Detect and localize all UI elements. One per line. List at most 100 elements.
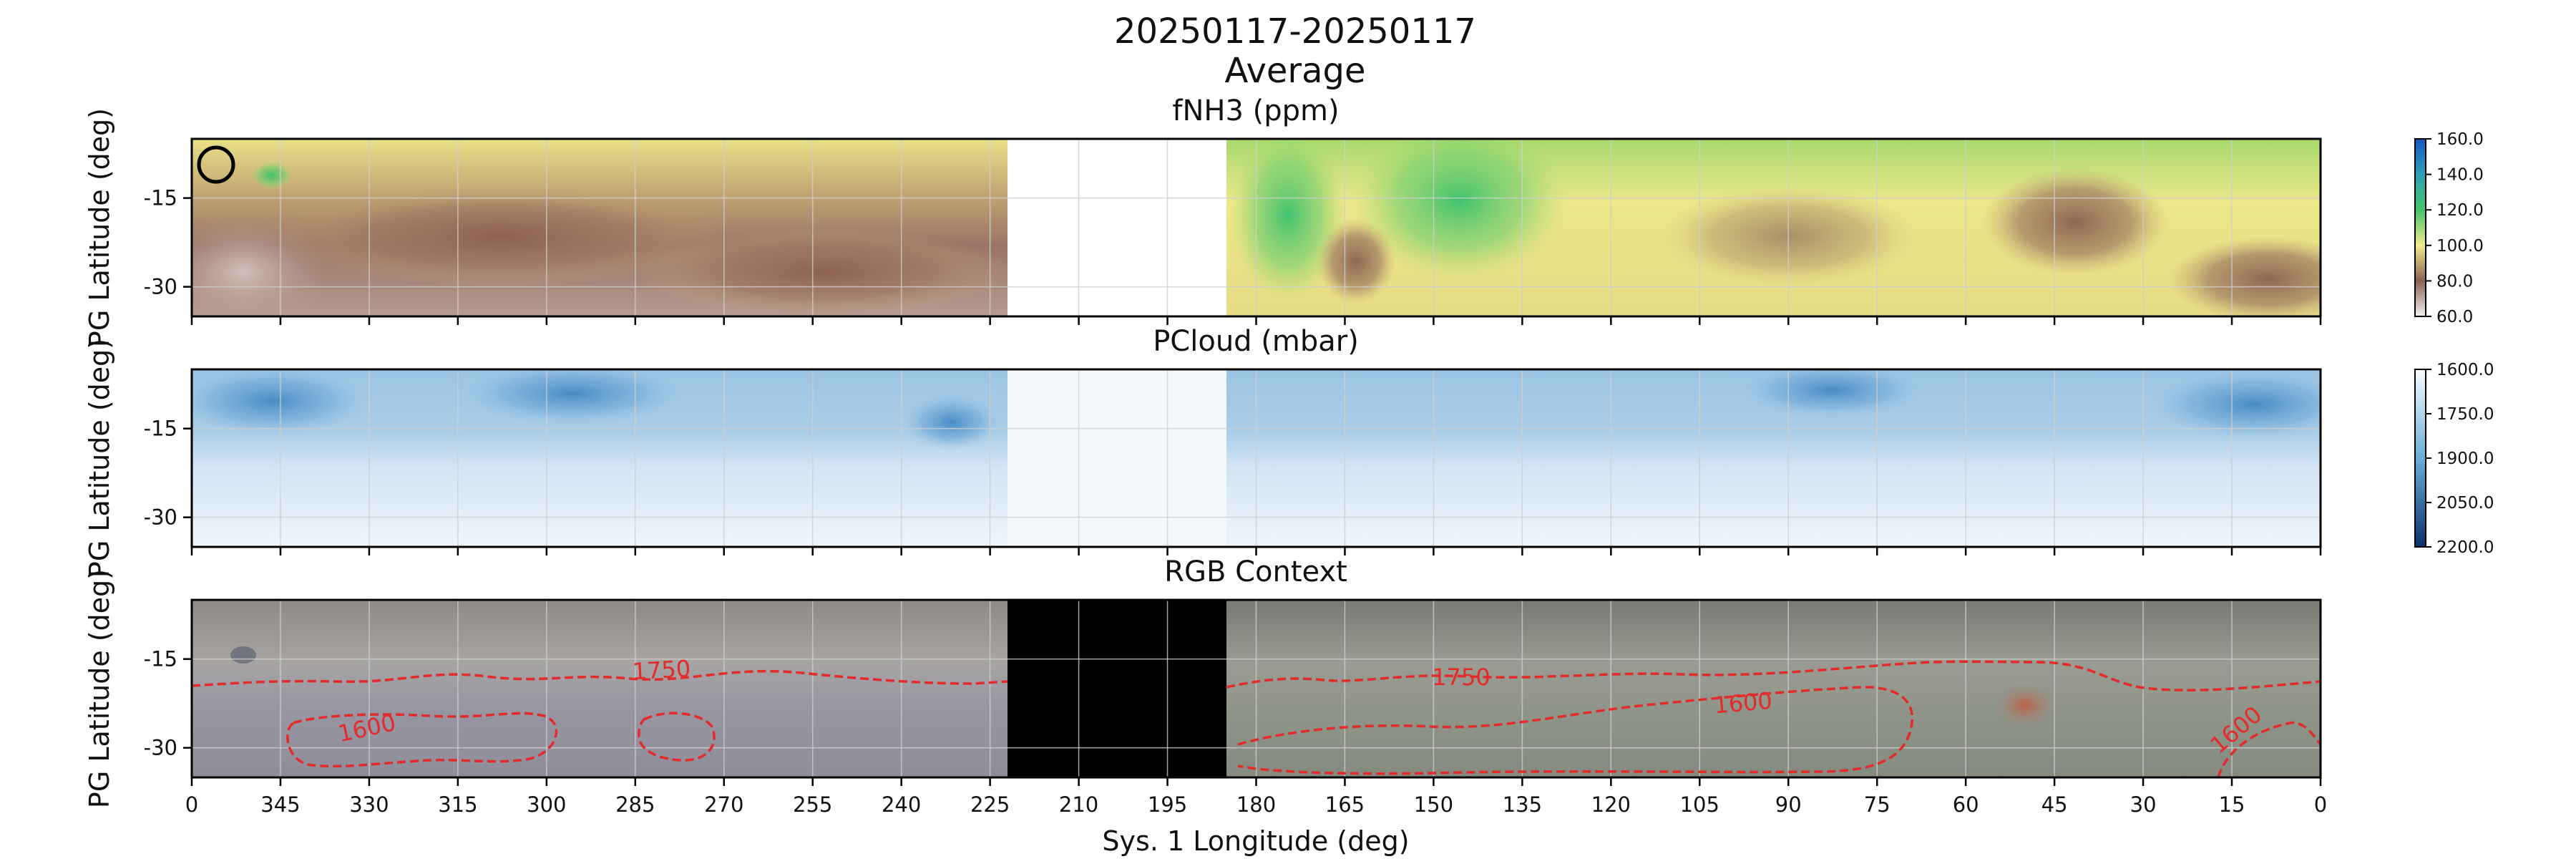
rgb-contours	[192, 660, 2321, 777]
x-tick-label: 165	[1325, 792, 1365, 817]
colorbar-tick-label: 120.0	[2436, 201, 2484, 220]
x-tick-label: 180	[1236, 792, 1276, 817]
colorbar-tick-label: 1900.0	[2436, 450, 2494, 468]
x-tick-label: 45	[2041, 792, 2068, 817]
fnh3-green-region-2	[1231, 139, 1345, 301]
colorbar-tick-label: 2200.0	[2436, 538, 2494, 557]
contour-1750-left	[192, 669, 1008, 687]
panel-title-fnh3: fNH3 (ppm)	[1172, 94, 1339, 127]
colorbar-tick-label: 140.0	[2436, 166, 2484, 185]
x-tick-label: 90	[1775, 792, 1802, 817]
fnh3-brown-oval	[1982, 168, 2168, 276]
y-tick-label: -15	[144, 417, 177, 441]
rgb-red-spot	[1993, 682, 2057, 728]
y-tick-label: -30	[144, 275, 177, 299]
panel-title-pcloud: PCloud (mbar)	[1153, 325, 1359, 358]
rgb-yticks: -15 -30	[144, 647, 192, 760]
fnh3-marker-circle	[197, 145, 235, 184]
x-tick-label: 105	[1680, 792, 1719, 817]
colorbar-pcloud-bar	[2414, 369, 2426, 548]
contour-1600-right	[1237, 686, 1914, 775]
x-tick-label: 60	[1953, 792, 1979, 817]
pcloud-gridlines	[192, 369, 2321, 547]
x-tick-label: 210	[1059, 792, 1098, 817]
x-tick-label: 15	[2219, 792, 2245, 817]
y-tick-label: -15	[144, 186, 177, 210]
x-tick-label: 30	[2130, 792, 2157, 817]
fnh3-brown-band-2	[637, 229, 1009, 315]
contour-1600-left-b	[638, 712, 716, 762]
y-tick-label: -15	[144, 647, 177, 671]
x-tick-label: 270	[704, 792, 743, 817]
x-tick-label: 120	[1591, 792, 1631, 817]
contour-label-1750-right: 1750	[1432, 664, 1490, 691]
x-tick-label: 75	[1864, 792, 1890, 817]
rgb-gridlines	[192, 600, 2321, 777]
fnh3-brown-edge	[2168, 236, 2321, 316]
x-tick-label: 315	[438, 792, 477, 817]
colorbar-pcloud-ticks: 1600.0 1750.0 1900.0 2050.0 2200.0	[2426, 361, 2494, 557]
x-tick-label: 255	[793, 792, 832, 817]
contour-label-1600-right: 1600	[1713, 687, 1773, 719]
colorbar-tick-label: 100.0	[2436, 237, 2484, 256]
fnh3-xticks	[190, 316, 2322, 325]
panel-rgb: RGB Context 1750 1600 1750 1600 1600	[84, 555, 2327, 857]
contour-1750-right	[1226, 660, 2321, 691]
colorbar-fnh3-ticks: 160.0 140.0 120.0 100.0 80.0 60.0	[2426, 130, 2484, 326]
rgb-image-left	[192, 600, 1008, 777]
fnh3-nodata	[1008, 139, 1226, 316]
x-tick-label: 285	[615, 792, 655, 817]
panel-title-rgb: RGB Context	[1164, 555, 1347, 588]
x-tick-label: 135	[1503, 792, 1542, 817]
fnh3-gridlines	[192, 139, 2321, 316]
pcloud-xticks	[190, 547, 2322, 555]
colorbar-tick-label: 1750.0	[2436, 405, 2494, 424]
rgb-dark-spot	[230, 646, 256, 664]
panel-pcloud: PCloud (mbar) -15 -30 PG Latitude (deg)	[84, 325, 2322, 578]
fnh3-yticks: -15 -30	[144, 186, 192, 299]
figure-title-line2: Average	[1224, 51, 1365, 91]
x-tick-label: 195	[1148, 792, 1187, 817]
colorbar-tick-label: 60.0	[2436, 308, 2473, 326]
x-tick-label: 240	[882, 792, 921, 817]
fnh3-dark-spot	[1317, 218, 1395, 304]
pcloud-deep-region-3	[902, 394, 1002, 451]
fnh3-green-region	[1352, 139, 1567, 279]
colorbar-tick-label: 160.0	[2436, 130, 2484, 149]
x-tick-label: 225	[970, 792, 1010, 817]
pcloud-nodata	[1008, 369, 1226, 547]
fnh3-green-spot	[250, 161, 293, 190]
fnh3-brown-band	[272, 186, 730, 286]
x-tick-label: 0	[185, 792, 198, 817]
contour-1600-edge	[2217, 721, 2321, 777]
colorbar-pcloud: 1600.0 1750.0 1900.0 2050.0 2200.0	[2414, 361, 2494, 557]
y-tick-label: -30	[144, 736, 177, 760]
pcloud-yticks: -15 -30	[144, 417, 192, 530]
panel-fnh3: fNH3 (ppm) -15 -30 PG Latitude (deg)	[84, 94, 2322, 347]
rgb-xticks: 0 345 330 315 300 285 270 255 240 225 210 195 180 165…	[185, 777, 2327, 817]
colorbar-fnh3: 160.0 140.0 120.0 100.0 80.0 60.0	[2414, 130, 2484, 326]
contour-1600-left-a	[286, 712, 558, 768]
colorbar-fnh3-bar	[2414, 138, 2426, 317]
figure-title-line1: 20250117-20250117	[1114, 11, 1476, 52]
x-tick-label: 300	[527, 792, 566, 817]
pcloud-deep-region	[192, 369, 372, 437]
pcloud-deep-region-2	[458, 369, 687, 426]
x-axis-label: Sys. 1 Longitude (deg)	[1102, 825, 1409, 857]
x-tick-label: 150	[1414, 792, 1453, 817]
pcloud-ylabel: PG Latitude (deg)	[84, 339, 115, 578]
rgb-nodata	[1008, 600, 1226, 777]
x-tick-label: 345	[260, 792, 300, 817]
colorbar-tick-label: 1600.0	[2436, 361, 2494, 379]
y-tick-label: -30	[144, 505, 177, 530]
pcloud-deep-region-4	[1739, 369, 1925, 419]
contour-label-1750-left: 1750	[632, 655, 691, 685]
fnh3-ylabel: PG Latitude (deg)	[84, 108, 115, 347]
colorbar-tick-label: 2050.0	[2436, 494, 2494, 513]
colorbar-tick-label: 80.0	[2436, 272, 2473, 291]
rgb-ylabel: PG Latitude (deg)	[84, 569, 115, 808]
pcloud-deep-region-5	[2147, 369, 2321, 440]
x-tick-label: 0	[2314, 792, 2327, 817]
x-tick-label: 330	[349, 792, 389, 817]
